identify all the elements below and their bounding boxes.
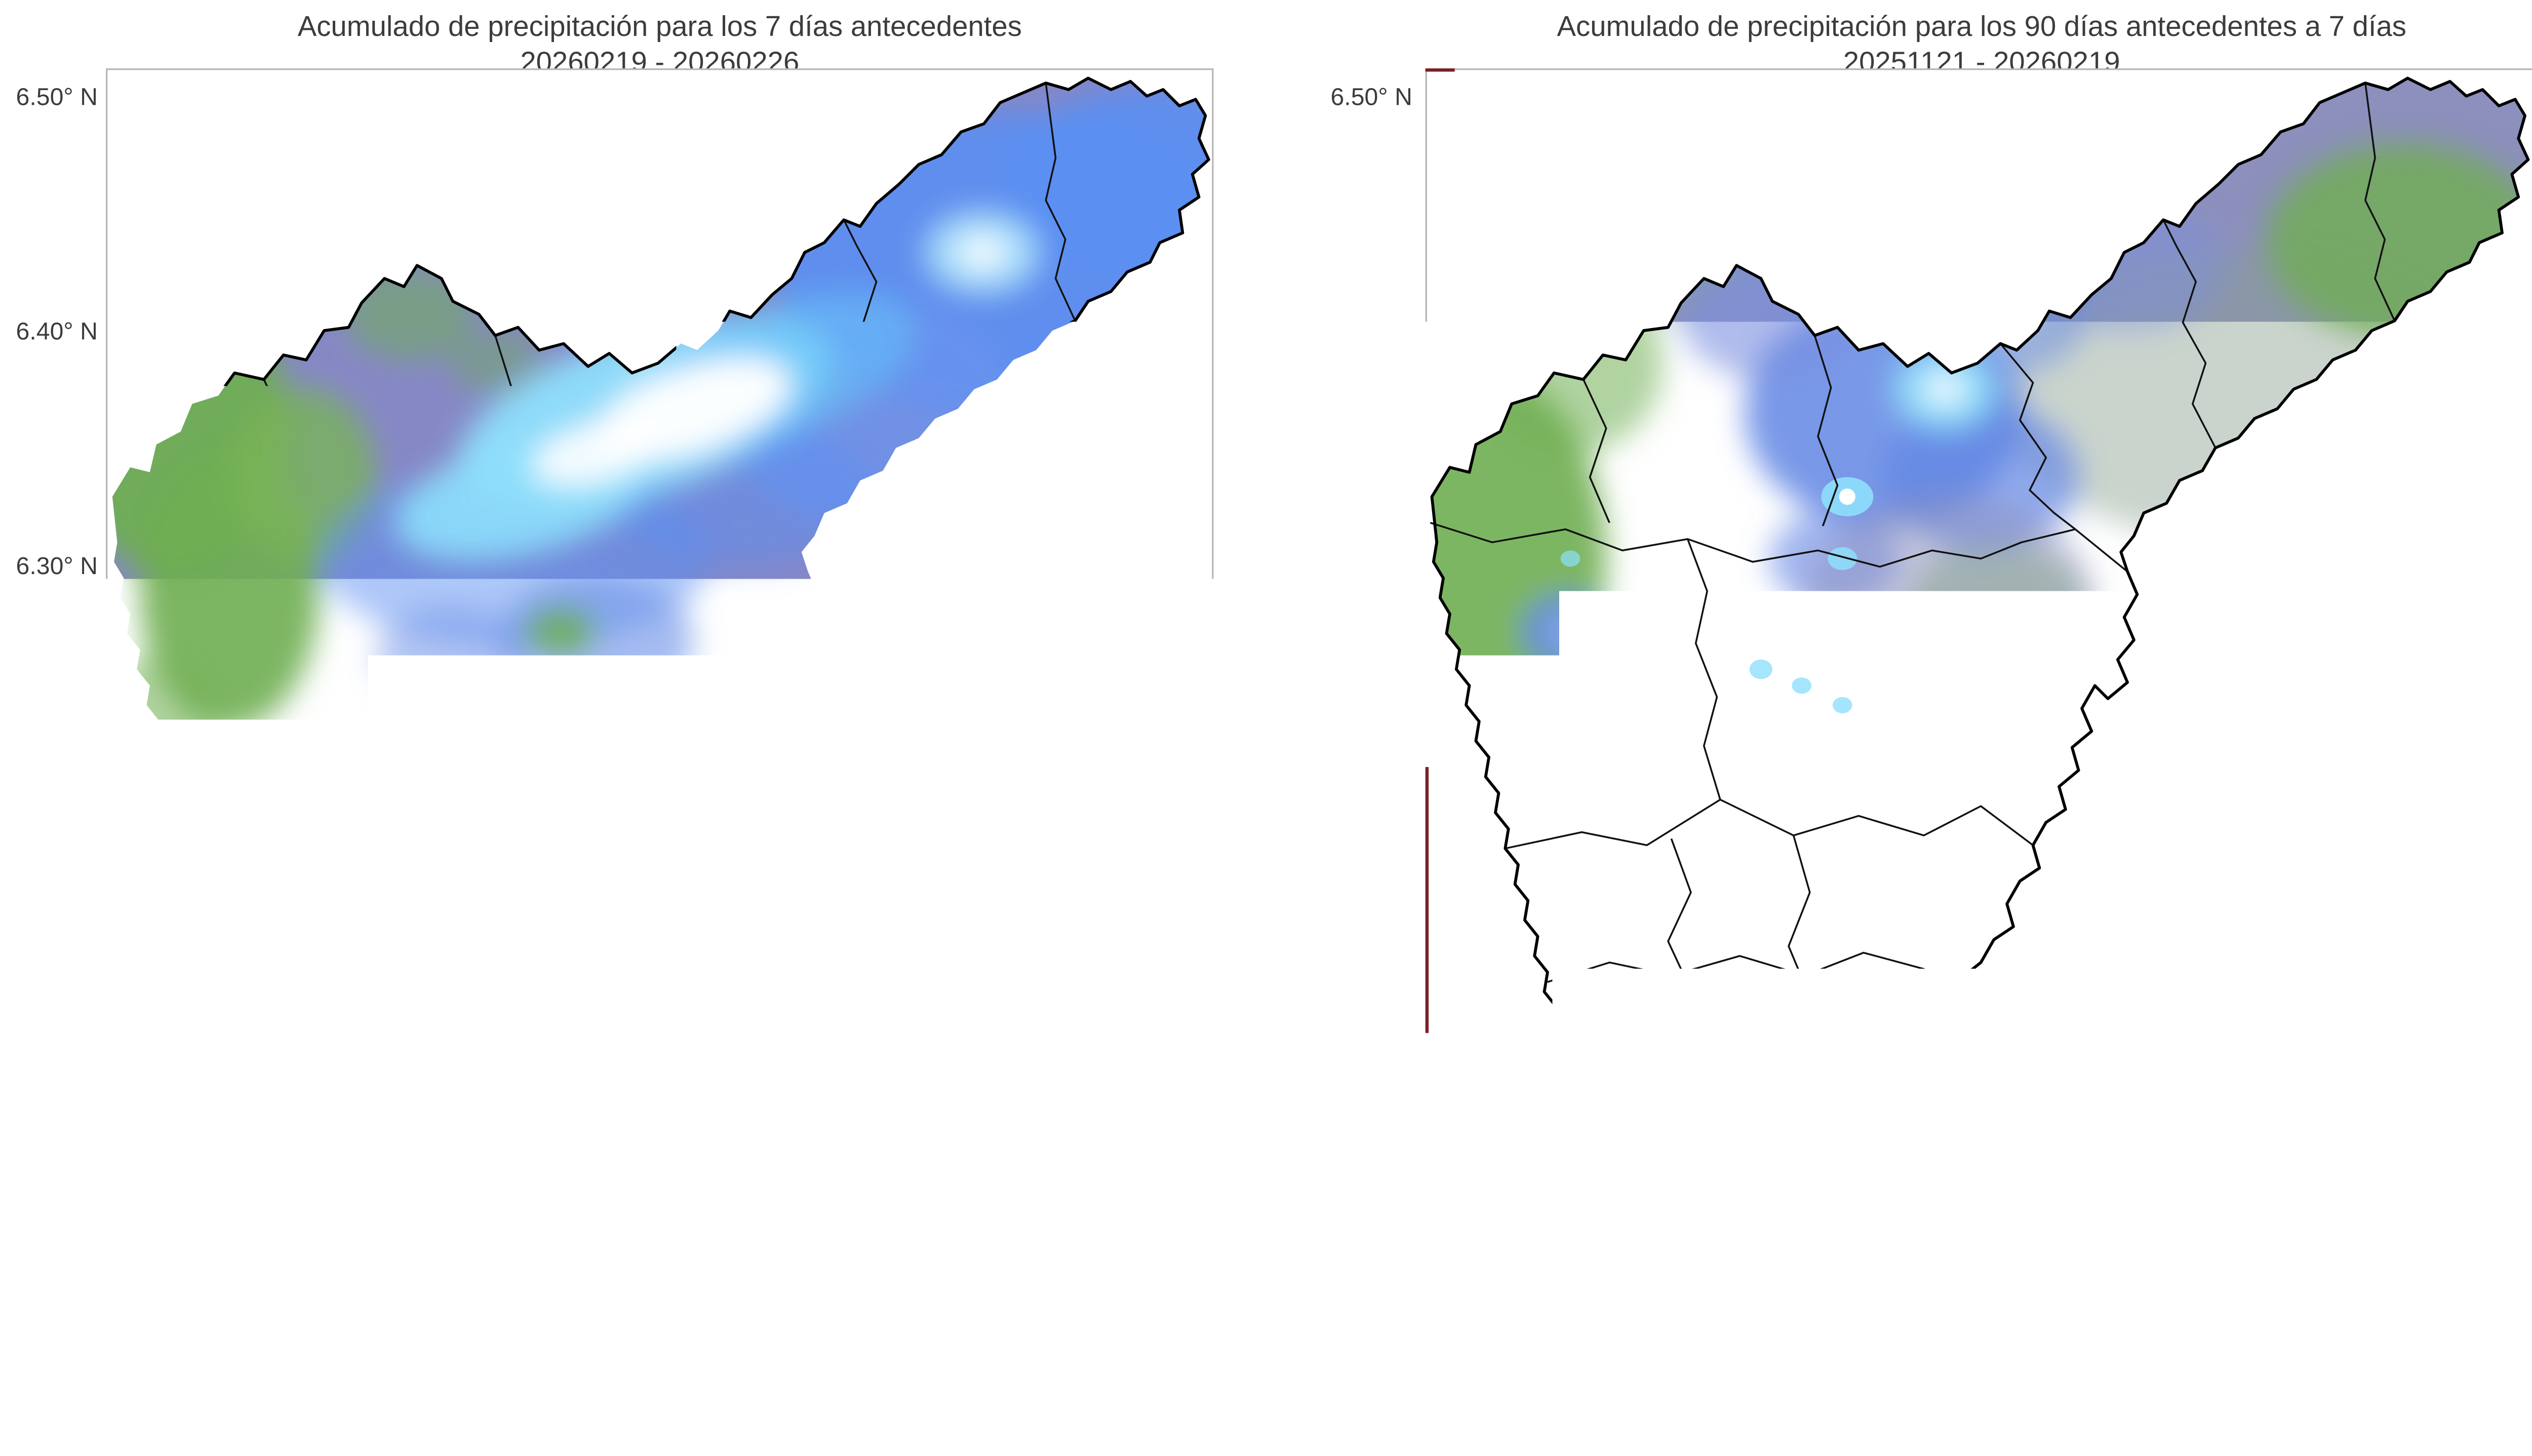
y-tick-label: 6.30° N [1315, 553, 1412, 581]
y-tick-label: 6.10° N [1315, 1022, 1412, 1050]
y-tick-label: 6.00° N [1315, 1246, 1412, 1274]
colorbar-tick-label: 0 [1472, 1380, 1486, 1407]
x-tick-label: 75.50° W [1893, 1285, 1994, 1313]
y-tick-label: 6.20° N [1315, 787, 1412, 815]
panel-90day: Acumulado de precipitación para los 90 d… [0, 0, 2532, 1456]
colorbar-tick-label: 400 [1861, 1380, 1902, 1407]
department-boundary-segment [1426, 767, 1429, 1272]
x-tick-label: 75.70° W [1424, 1285, 1525, 1313]
x-tick-label: 75.30° W [2362, 1285, 2463, 1313]
panel-title: Acumulado de precipitación para los 90 d… [1426, 10, 2532, 44]
colorbar-tick-label: 800 [2264, 1380, 2305, 1407]
y-tick-label: 6.40° N [1315, 318, 1412, 346]
department-boundary-segment [1426, 68, 1455, 71]
colorbar-tick-label: 1000 [2457, 1380, 2511, 1407]
colorbar-tick-label: 300 [1760, 1380, 1801, 1407]
colorbar-tick-label: 700 [2162, 1380, 2203, 1407]
colorbar-tick-label: 600 [2062, 1380, 2103, 1407]
department-boundary-segment [1427, 1270, 2532, 1273]
colorbar-ticks-90day: 0 100 200 300 400 500 600 700 800 900 10… [1426, 1380, 2532, 1412]
colorbar-axis-label: Acumulado Precipitación [mm] [1426, 1410, 2532, 1448]
x-tick-label: 75.60° W [1658, 1285, 1759, 1313]
precipitation-figure: Acumulado de precipitación para los 7 dí… [0, 0, 2532, 1456]
colorbar-90day [1426, 1322, 2532, 1371]
map-plot-90day [1426, 68, 2532, 1273]
colorbar-tick-label: 900 [2363, 1380, 2404, 1407]
x-tick-label: 75.40° W [2127, 1285, 2228, 1313]
y-tick-label: 6.50° N [1315, 84, 1412, 112]
colorbar-tick-label: 100 [1560, 1380, 1601, 1407]
colorbar-tick-label: 500 [1962, 1380, 2003, 1407]
colorbar-tick-label: 200 [1659, 1380, 1700, 1407]
precip-map-90day [1427, 70, 2532, 1275]
